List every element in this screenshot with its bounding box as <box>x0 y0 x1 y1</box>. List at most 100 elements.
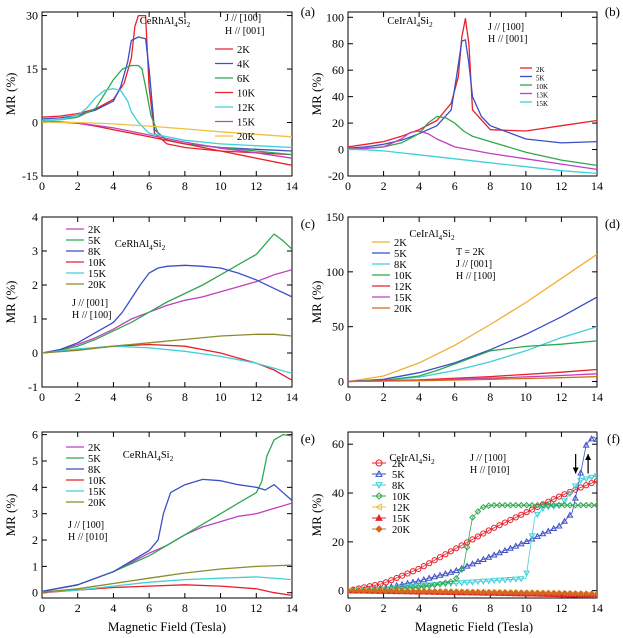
data-point-5K <box>566 511 574 518</box>
data-point-8K <box>593 473 597 480</box>
x-tick-label: 4 <box>416 179 422 193</box>
y-tick-label: 1 <box>32 312 38 326</box>
data-point-10K <box>512 501 520 509</box>
legend-label: 8K <box>88 247 101 258</box>
data-point-5K <box>523 537 531 545</box>
legend-label: 5K <box>392 470 405 481</box>
legend-label: 10K <box>88 476 107 487</box>
compound-label: CeRhAl4Si2 <box>140 16 191 29</box>
arrow-head-up <box>585 453 592 460</box>
data-point-5K <box>414 577 422 584</box>
annotation-text: J // [001] <box>72 298 108 309</box>
data-point-5K <box>474 557 482 565</box>
data-point-20K <box>517 589 525 596</box>
data-point-8K <box>534 511 541 519</box>
x-tick-label: 4 <box>110 179 116 193</box>
data-point-5K <box>528 535 536 542</box>
x-tick-label: 10 <box>520 390 532 404</box>
data-point-2K <box>436 554 444 561</box>
series-line-12K <box>42 88 292 149</box>
panel-label: (f) <box>607 431 620 446</box>
legend: 2K 4K 6K 10K 12K 15K 20K <box>215 45 256 143</box>
data-point-5K <box>512 542 520 549</box>
data-point-20K <box>534 589 541 597</box>
x-tick-label: 4 <box>416 390 422 404</box>
y-tick-label: 2 <box>32 533 38 547</box>
data-point-10K <box>555 501 563 509</box>
series-line-10K <box>348 115 597 167</box>
series-line-5K <box>348 39 597 149</box>
y-tick-label: 0 <box>338 584 344 598</box>
y-tick-label: 30 <box>26 9 38 23</box>
x-tick-label: 14 <box>591 179 603 193</box>
data-point-10K <box>501 501 509 509</box>
data-point-20K <box>566 589 574 597</box>
data-point-20K <box>420 587 428 595</box>
data-point-20K <box>425 587 433 595</box>
data-point-8K <box>506 576 514 584</box>
data-point-2K <box>518 511 525 518</box>
x-tick-label: 12 <box>555 601 567 615</box>
data-point-10K <box>447 578 455 586</box>
data-point-10K <box>490 501 498 509</box>
data-point-2K <box>420 563 427 570</box>
legend-marker <box>375 513 383 521</box>
series-line-10K <box>348 504 597 592</box>
series-line-20K <box>42 564 292 593</box>
series-line-15K <box>42 576 292 593</box>
data-point-20K <box>398 587 406 595</box>
legend-label: 15K <box>536 100 548 108</box>
data-point-2K <box>458 542 465 549</box>
legend-marker <box>375 525 383 533</box>
data-point-5K <box>539 530 547 537</box>
data-point-20K <box>415 587 422 595</box>
annotation-text: J // [001] <box>456 259 492 270</box>
data-point-2K <box>480 530 487 537</box>
data-point-8K <box>588 474 596 482</box>
data-point-8K <box>561 498 568 505</box>
x-tick-label: 10 <box>215 179 227 193</box>
y-tick-label: 0 <box>32 586 38 600</box>
series-line-13K <box>348 130 597 171</box>
legend-marker <box>375 459 383 467</box>
data-point-20K <box>366 587 373 595</box>
y-tick-label: 0 <box>338 375 344 389</box>
series-line-15K <box>42 345 292 375</box>
legend-label: 20K <box>88 498 107 509</box>
data-point-10K <box>566 501 574 509</box>
data-point-5K <box>425 574 433 581</box>
series-line-2K <box>348 17 597 148</box>
series-line-10K <box>348 340 597 383</box>
y-tick-label: -15 <box>22 169 38 183</box>
x-tick-label: 6 <box>452 390 458 404</box>
data-point-20K <box>539 589 547 597</box>
panel-label: (d) <box>605 216 620 231</box>
data-point-2K <box>491 524 498 531</box>
data-point-10K <box>517 501 525 509</box>
y-axis-label: MR (%) <box>309 281 324 324</box>
data-point-8K <box>517 576 525 583</box>
legend-marker <box>375 469 383 477</box>
y-tick-label: 0 <box>338 143 344 157</box>
legend-label: 12K <box>392 503 411 514</box>
legend-label: 15K <box>394 293 413 304</box>
data-point-20K <box>350 587 357 595</box>
annotation-text: H // [100] <box>456 271 495 282</box>
y-tick-label: 3 <box>32 507 38 521</box>
data-point-2K <box>577 484 584 491</box>
x-tick-label: 2 <box>381 601 387 615</box>
data-point-5K <box>577 469 585 476</box>
x-tick-label: 8 <box>182 179 188 193</box>
y-tick-label: 80 <box>332 37 344 51</box>
y-tick-label: 15 <box>26 62 38 76</box>
data-point-20K <box>490 588 498 596</box>
data-point-20K <box>469 588 476 596</box>
y-tick-label: 3 <box>32 244 38 258</box>
data-point-2K <box>426 560 433 567</box>
data-point-2K <box>431 557 438 564</box>
data-point-2K <box>474 533 482 540</box>
data-point-20K <box>431 588 438 595</box>
